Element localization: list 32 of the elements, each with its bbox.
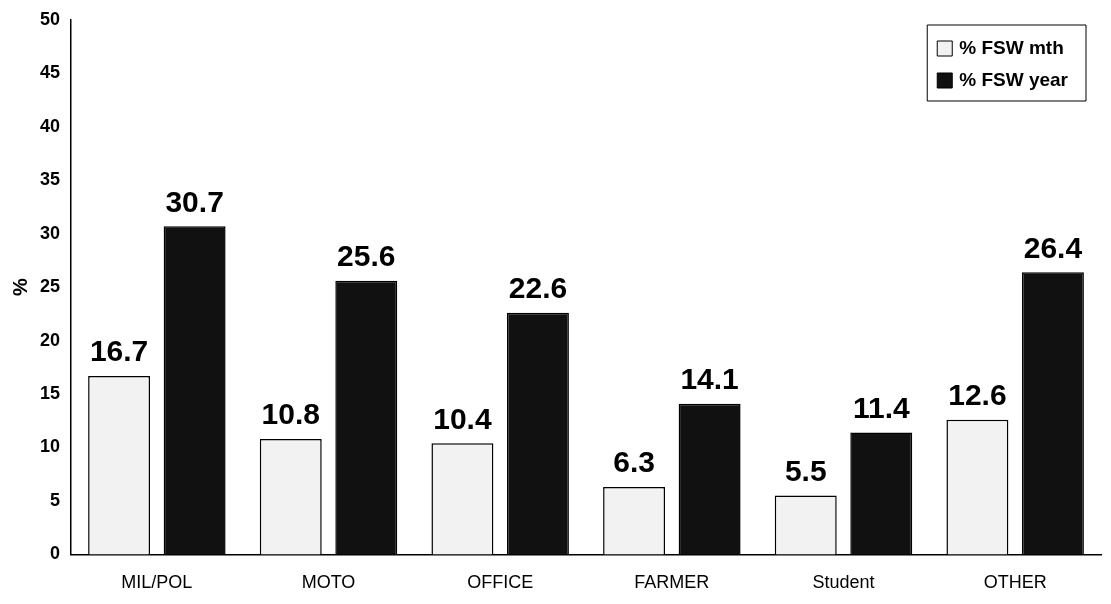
data-label: 25.6	[337, 239, 396, 273]
data-label: 30.7	[165, 184, 224, 218]
data-label: 11.4	[852, 390, 910, 424]
y-tick-label: 5	[50, 489, 61, 510]
y-tick-label: 45	[39, 62, 61, 83]
data-label: 26.4	[1023, 230, 1083, 264]
data-label: 22.6	[508, 271, 568, 305]
data-label: 12.6	[948, 378, 1007, 411]
x-tick-label: MIL/POL	[121, 572, 193, 593]
y-tick-label: 30	[39, 222, 61, 243]
y-tick-label: 35	[39, 169, 61, 190]
data-label: 5.5	[784, 453, 827, 487]
x-tick-label: OTHER	[983, 572, 1047, 593]
data-label: 6.3	[613, 445, 655, 479]
y-tick-label: 0	[50, 543, 61, 564]
data-label: 14.1	[680, 361, 739, 395]
x-tick-label: MOTO	[301, 572, 356, 593]
y-tick-label: 25	[39, 276, 61, 297]
x-tick-label: OFFICE	[467, 572, 534, 593]
x-tick-label: Student	[812, 572, 875, 593]
data-label: 10.4	[433, 401, 492, 435]
y-tick-label: 20	[39, 329, 61, 350]
legend-label: % FSW year	[959, 69, 1069, 91]
y-tick-label: 15	[39, 383, 61, 404]
y-tick-label: 50	[39, 8, 61, 29]
y-tick-label: 10	[39, 436, 61, 457]
data-label: 16.7	[89, 334, 149, 368]
y-axis-title: %	[8, 278, 31, 297]
x-tick-label: FARMER	[634, 572, 710, 593]
y-tick-label: 40	[39, 115, 61, 136]
legend-label: % FSW mth	[959, 37, 1064, 59]
data-label: 10.8	[261, 397, 320, 431]
